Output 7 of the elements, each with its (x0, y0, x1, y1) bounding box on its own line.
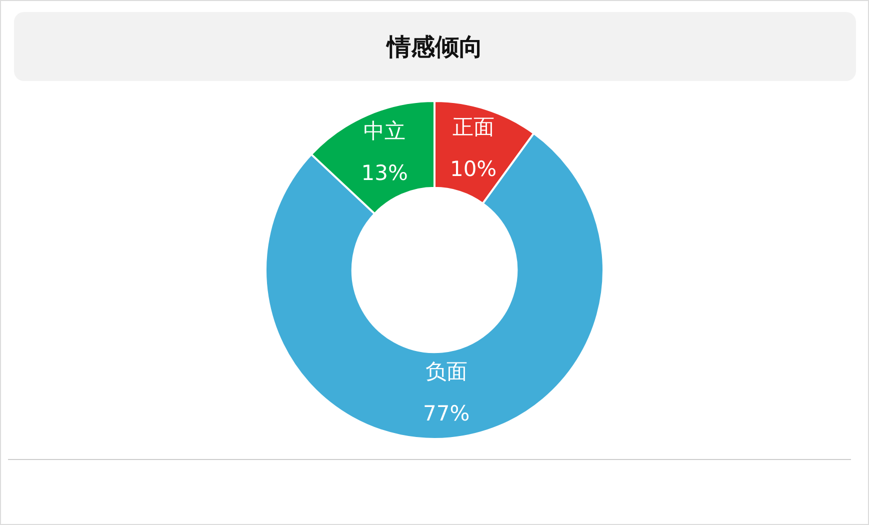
data-label: 10% (450, 157, 497, 182)
slice-label: 中立 (364, 119, 406, 144)
data-label: 13% (361, 161, 408, 186)
chart-title: 情感倾向 (387, 32, 483, 62)
slice-label: 负面 (425, 359, 468, 384)
data-label: 77% (422, 401, 470, 426)
slice-label: 正面 (452, 115, 494, 140)
